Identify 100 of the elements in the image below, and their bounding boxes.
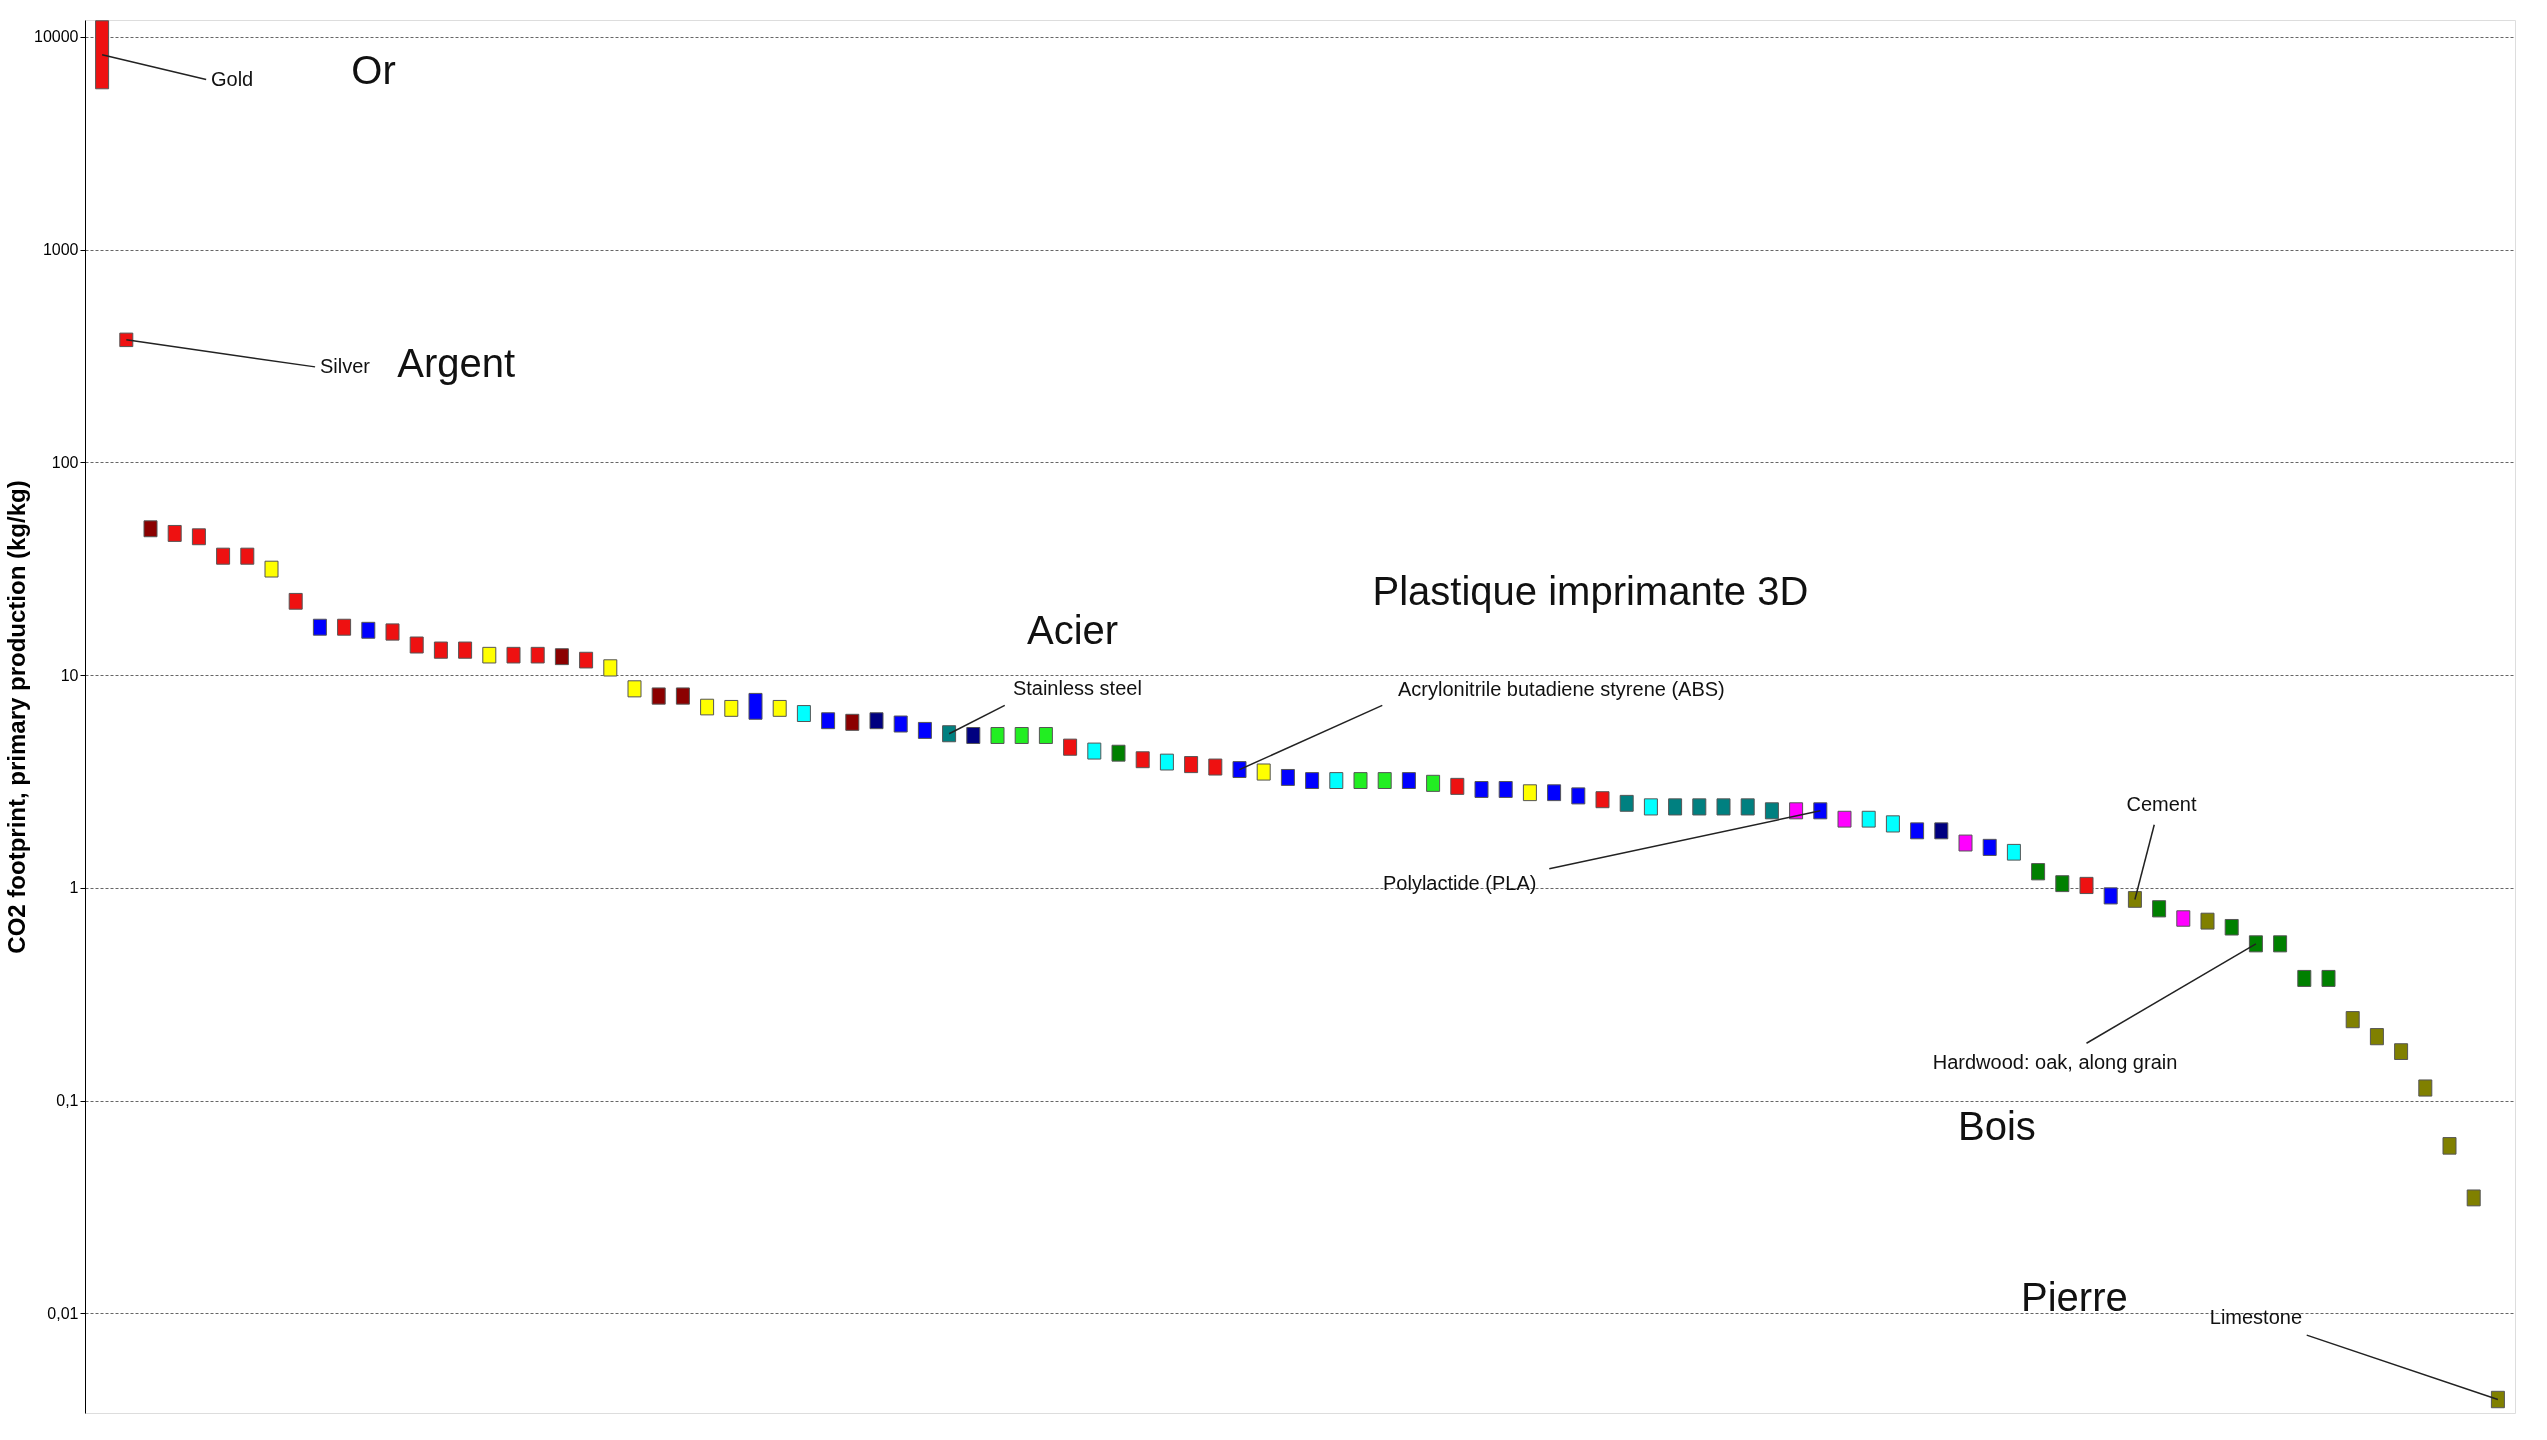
bar <box>1595 791 1610 809</box>
bar <box>1111 744 1126 762</box>
y-tick-label: 100 <box>51 453 79 471</box>
bar <box>748 692 763 720</box>
bar <box>2055 875 2070 893</box>
y-axis-title: CO2 footprint, primary production (kg/kg) <box>3 480 31 954</box>
bar <box>554 648 569 666</box>
bar <box>530 646 545 664</box>
bar <box>1571 787 1586 805</box>
bar <box>143 520 158 538</box>
annotation: Limestone <box>2209 1306 2303 1329</box>
bar <box>361 621 376 639</box>
bar <box>1208 758 1223 776</box>
annotation: Silver <box>319 354 371 377</box>
bar <box>2321 969 2336 987</box>
bar <box>458 641 473 659</box>
bar <box>1522 784 1537 802</box>
bar <box>1643 798 1658 816</box>
annotation: Gold <box>211 67 254 90</box>
bar <box>2031 863 2046 881</box>
annotation: Cement <box>2126 793 2197 816</box>
bar <box>1740 798 1755 816</box>
bar <box>1764 802 1779 820</box>
bar <box>1668 798 1683 816</box>
bar <box>2127 891 2142 908</box>
annotation: Bois <box>1958 1104 2036 1149</box>
bar <box>1498 781 1513 798</box>
bar <box>1135 751 1150 769</box>
bar <box>1280 768 1295 786</box>
bar <box>917 721 932 739</box>
bar <box>264 560 279 578</box>
annotation: Pierre <box>2021 1274 2128 1319</box>
bar <box>893 715 908 733</box>
bar <box>2369 1028 2384 1046</box>
bar <box>1426 774 1441 792</box>
y-tick-label: 0,01 <box>47 1304 79 1322</box>
bar <box>1885 815 1900 833</box>
y-tick-label: 10000 <box>34 28 79 46</box>
bar <box>700 698 715 716</box>
bar <box>409 636 424 654</box>
bar <box>1014 727 1029 744</box>
bar <box>1401 772 1416 790</box>
bar <box>95 20 110 90</box>
bar <box>675 687 690 705</box>
bar <box>603 659 618 677</box>
y-tick-label: 1 <box>69 879 79 897</box>
bar <box>579 651 594 669</box>
bar <box>1958 834 1973 852</box>
bar <box>1910 822 1925 840</box>
bar <box>1063 738 1078 756</box>
annotation: Plastique imprimante 3D <box>1372 569 1809 614</box>
bar <box>2152 900 2167 918</box>
bar <box>1692 798 1707 816</box>
bar <box>1159 753 1174 771</box>
bar <box>966 727 981 744</box>
bar <box>1329 772 1344 790</box>
bar <box>506 646 521 664</box>
bar <box>942 725 957 743</box>
bar <box>2273 935 2288 953</box>
y-tick-label: 10 <box>60 666 79 684</box>
bar <box>2248 935 2263 953</box>
bar <box>1474 781 1489 798</box>
bar <box>2176 910 2191 927</box>
y-tick-label: 1000 <box>42 241 79 259</box>
bar <box>1305 772 1320 790</box>
bar <box>1547 784 1562 802</box>
bar <box>385 623 400 641</box>
bar <box>1982 838 1997 856</box>
bar <box>2079 876 2094 895</box>
bar <box>724 699 739 717</box>
bar <box>1619 794 1634 812</box>
bar <box>2006 843 2021 861</box>
annotation: Or <box>351 48 396 93</box>
bar <box>119 332 134 348</box>
bar <box>167 524 182 542</box>
bar <box>1184 756 1199 774</box>
bar <box>312 618 327 636</box>
bar <box>2224 918 2239 936</box>
bar <box>627 680 642 698</box>
annotation: Hardwood: oak, along grain <box>1932 1050 2178 1073</box>
annotation: Acier <box>1026 608 1119 653</box>
bar <box>796 705 811 723</box>
bar <box>1716 798 1731 816</box>
bar <box>2490 1390 2505 1409</box>
annotation: Polylactide (PLA) <box>1383 872 1537 895</box>
bar <box>845 713 860 731</box>
annotation: Acrylonitrile butadiene styrene (ABS) <box>1397 678 1725 701</box>
bar <box>433 641 448 659</box>
bar <box>1038 727 1053 744</box>
bar <box>1450 777 1465 795</box>
bar <box>772 699 787 717</box>
bar <box>1256 763 1271 781</box>
bar <box>1087 742 1102 760</box>
bar <box>1934 822 1949 840</box>
bar <box>2466 1189 2481 1207</box>
bar <box>1837 810 1852 828</box>
bar <box>2200 912 2215 930</box>
bar <box>1232 761 1247 779</box>
bar <box>1813 802 1828 820</box>
bar <box>1353 772 1368 790</box>
